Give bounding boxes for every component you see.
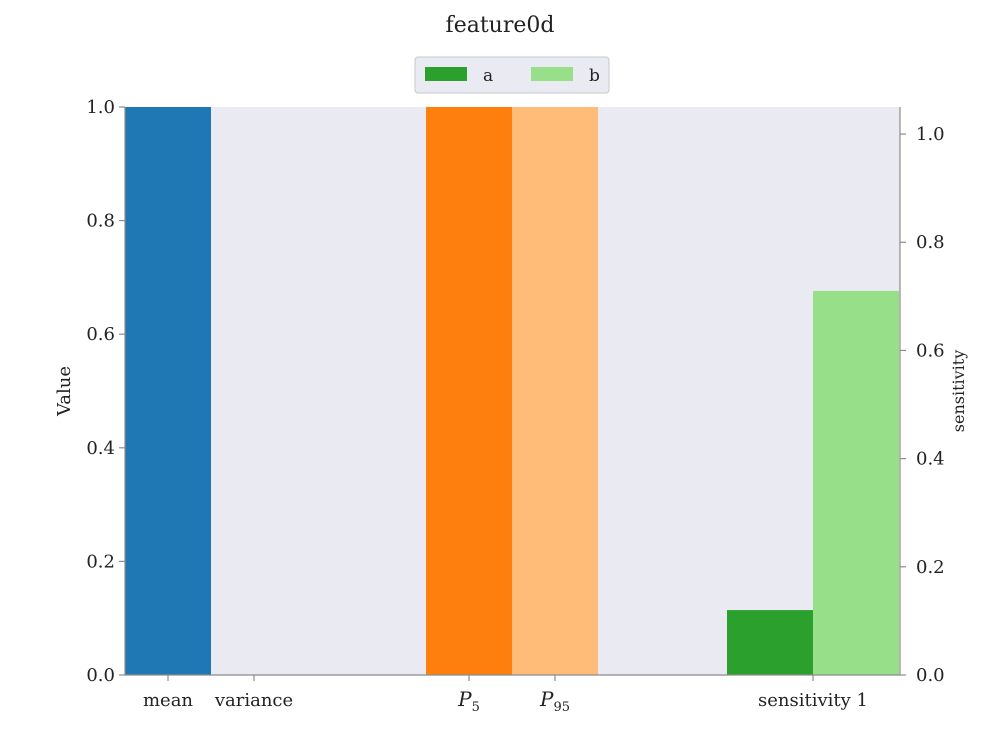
bar-p_5 [426, 107, 512, 675]
y2-tick-label: 0.2 [916, 557, 945, 578]
y2-tick-label: 0.8 [916, 232, 945, 253]
y2-axis-title: sensitivity [949, 350, 968, 432]
y-tick-label: 0.8 [86, 211, 115, 232]
legend-swatch-a [425, 67, 467, 81]
y2-tick-label: 1.0 [916, 124, 945, 145]
x-tick-label: P5 [457, 687, 480, 715]
x-tick-label: P95 [539, 687, 570, 715]
y2-tick-label: 0.6 [916, 340, 945, 361]
legend-label-b: b [589, 66, 600, 86]
legend-box [414, 56, 610, 94]
bar-sensitivity-1-b [813, 290, 899, 675]
bar-p_95 [512, 107, 598, 675]
y-tick-label: 1.0 [86, 97, 115, 118]
y-axis-title: Value [54, 366, 75, 417]
x-tick-label: mean [143, 690, 193, 711]
y2-tick-label: 0.4 [916, 449, 945, 470]
x-tick-label: variance [214, 690, 293, 711]
y-tick-label: 0.0 [86, 665, 115, 686]
bars-group [125, 107, 899, 675]
chart-title: feature0d [446, 13, 555, 38]
bar-mean [125, 107, 211, 675]
x-tick-label: sensitivity 1 [758, 690, 868, 711]
y-tick-label: 0.4 [86, 438, 115, 459]
bar-sensitivity-1-a [727, 610, 813, 675]
y-tick-label: 0.2 [86, 551, 115, 572]
axes-group: 0.0 0.2 0.4 0.6 0.8 1.0 0.0 0.2 0.4 0.6 0.8 1.0 mean… [86, 97, 944, 715]
y2-tick-label: 0.0 [916, 665, 945, 686]
y-tick-label: 0.6 [86, 324, 115, 345]
legend-swatch-b [531, 67, 573, 81]
legend-label-a: a [483, 66, 493, 86]
